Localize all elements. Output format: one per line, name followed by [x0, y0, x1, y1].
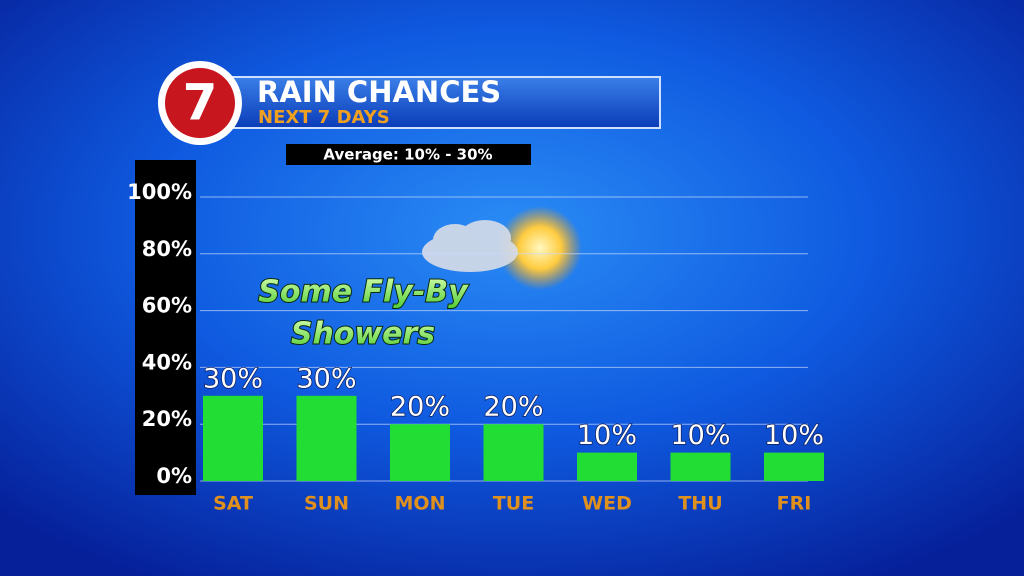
bar: [764, 452, 824, 481]
x-tick-label: MON: [395, 493, 446, 515]
value-label: 30%: [203, 363, 263, 394]
y-tick-label: 100%: [127, 180, 192, 204]
bar: [296, 395, 357, 481]
y-tick-label: 0%: [156, 464, 192, 488]
x-tick-label: SUN: [304, 493, 349, 515]
logo: [165, 68, 235, 138]
x-tick-label: TUE: [493, 493, 534, 515]
value-label: 10%: [577, 420, 637, 451]
bar: [390, 424, 450, 481]
annotation: Some Fly-By: [258, 275, 469, 310]
cloud-icon: [422, 220, 518, 272]
value-label: 20%: [483, 392, 543, 423]
x-tick-label: WED: [582, 493, 632, 515]
bar: [577, 452, 637, 481]
average-box: [286, 144, 531, 165]
axis-strip: [135, 160, 196, 495]
x-tick-label: FRI: [777, 493, 812, 515]
y-tick-label: 80%: [142, 237, 192, 261]
x-tick-label: SAT: [213, 493, 253, 515]
bar: [203, 395, 263, 481]
y-tick-label: 20%: [142, 407, 192, 431]
chart-subtitle: NEXT 7 DAYS: [258, 107, 390, 128]
value-label: 20%: [390, 392, 450, 423]
average-text: Average: 10% - 30%: [323, 146, 492, 164]
value-label: 10%: [670, 420, 730, 451]
x-tick-label: THU: [678, 493, 722, 515]
y-tick-label: 40%: [142, 350, 192, 374]
chart-title: RAIN CHANCES: [257, 75, 501, 109]
y-tick-label: 60%: [142, 294, 192, 318]
value-label: 30%: [296, 363, 356, 394]
bar: [670, 452, 731, 481]
logo-text: 7: [183, 74, 218, 132]
sun-icon: [498, 206, 582, 290]
annotation: Showers: [291, 317, 435, 352]
bar: [483, 424, 544, 481]
value-label: 10%: [764, 420, 824, 451]
